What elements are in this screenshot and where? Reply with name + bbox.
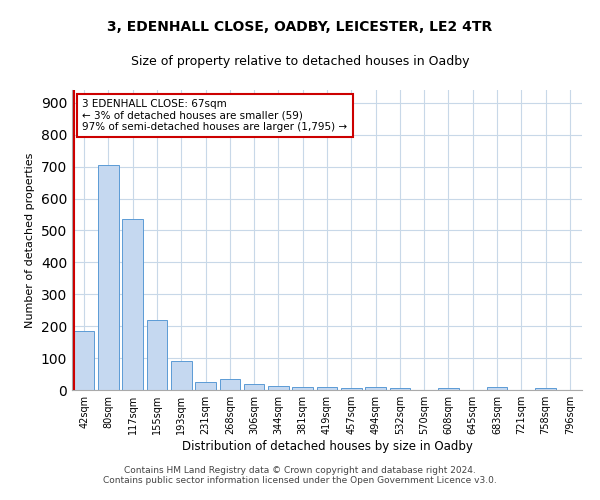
Bar bbox=[146, 320, 167, 390]
Bar bbox=[268, 386, 289, 390]
Text: Contains HM Land Registry data © Crown copyright and database right 2024.
Contai: Contains HM Land Registry data © Crown c… bbox=[103, 466, 497, 485]
Bar bbox=[244, 384, 265, 390]
Bar bbox=[74, 331, 94, 390]
Bar bbox=[365, 388, 386, 390]
Text: 3 EDENHALL CLOSE: 67sqm
← 3% of detached houses are smaller (59)
97% of semi-det: 3 EDENHALL CLOSE: 67sqm ← 3% of detached… bbox=[82, 99, 347, 132]
Text: 3, EDENHALL CLOSE, OADBY, LEICESTER, LE2 4TR: 3, EDENHALL CLOSE, OADBY, LEICESTER, LE2… bbox=[107, 20, 493, 34]
X-axis label: Distribution of detached houses by size in Oadby: Distribution of detached houses by size … bbox=[182, 440, 472, 453]
Bar bbox=[438, 388, 459, 390]
Text: Size of property relative to detached houses in Oadby: Size of property relative to detached ho… bbox=[131, 55, 469, 68]
Bar bbox=[487, 388, 508, 390]
Bar bbox=[122, 218, 143, 390]
Bar bbox=[389, 388, 410, 390]
Y-axis label: Number of detached properties: Number of detached properties bbox=[25, 152, 35, 328]
Bar bbox=[341, 388, 362, 390]
Bar bbox=[220, 379, 240, 390]
Bar bbox=[535, 388, 556, 390]
Bar bbox=[171, 362, 191, 390]
Bar bbox=[98, 165, 119, 390]
Bar bbox=[292, 387, 313, 390]
Bar bbox=[317, 387, 337, 390]
Bar bbox=[195, 382, 216, 390]
